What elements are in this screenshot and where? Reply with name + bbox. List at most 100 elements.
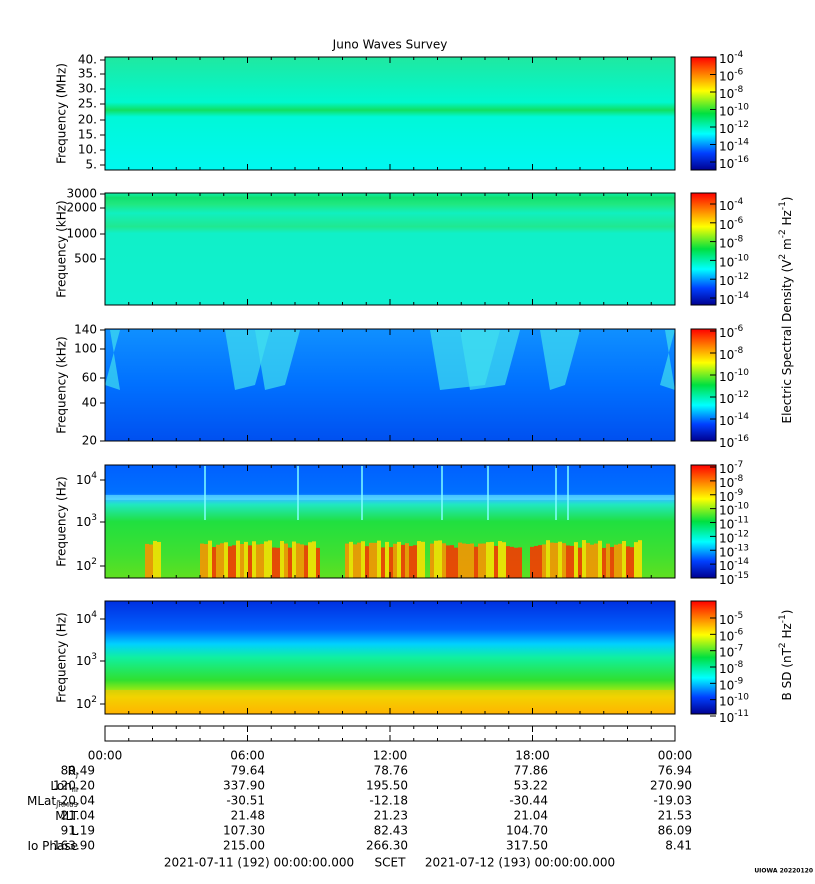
tick-exponent: -16 (734, 434, 749, 444)
colorbar-title: B SD (nT2 Hz-1) (778, 610, 794, 701)
y-tick-label: 20. (78, 113, 97, 127)
tick-exponent: -8 (734, 346, 743, 356)
y-axis-label: Frequency (kHz) (55, 336, 69, 433)
emission-patch (606, 543, 610, 578)
emission-patch (268, 540, 272, 578)
emission-patch (272, 547, 276, 578)
label-text: ) (780, 610, 794, 615)
emission-patch (430, 543, 434, 578)
tick-exponent: 4 (91, 471, 97, 481)
colorbar-tick-label: 10-8 (719, 85, 744, 101)
ephemeris-value: 104.70 (506, 824, 548, 838)
ephemeris-value: 21.04 (61, 809, 95, 823)
y-tick-label: 35. (78, 67, 97, 81)
tick-base: 10 (719, 370, 734, 384)
footer-label: SCET (375, 856, 407, 870)
emission-patch (626, 546, 630, 578)
colorbar-tick-label: 10-8 (719, 234, 744, 250)
tick-exponent: -14 (734, 291, 749, 301)
ephemeris-value: 107.30 (223, 824, 265, 838)
tick-base: 10 (719, 122, 734, 136)
emission-patch (373, 542, 377, 578)
emission-patch (490, 541, 494, 578)
colorbar-tick-label: 10-4 (719, 197, 744, 213)
emission-patch (381, 547, 385, 578)
tick-base: 10 (719, 489, 734, 503)
tick-exponent: 3 (91, 652, 97, 662)
tick-base: 10 (719, 462, 734, 476)
tick-exponent: -13 (734, 543, 749, 553)
colorbar-tick-label: 10-10 (719, 253, 749, 269)
tick-base: 10 (719, 545, 734, 559)
colorbar-tick-label: 10-10 (719, 102, 749, 118)
tick-base: 10 (719, 69, 734, 83)
emission-patch (482, 543, 486, 578)
colorbar-tick-label: 10-9 (719, 676, 744, 692)
colorbar-tick-label: 10-7 (719, 460, 743, 476)
emission-patch (365, 546, 369, 578)
emission-patch (349, 541, 353, 578)
tick-base: 10 (719, 236, 734, 250)
subscript: JRM09 (55, 801, 78, 809)
emission-patch (546, 540, 550, 578)
emission-patch (232, 545, 236, 578)
emission-patch (224, 542, 228, 578)
emission-patch (478, 543, 482, 578)
tick-exponent: 2 (91, 557, 97, 567)
tick-base: 10 (719, 293, 734, 307)
emission-patch (240, 543, 244, 578)
emission-patch (260, 543, 264, 578)
emission-patch (361, 541, 365, 578)
label-text: R (68, 764, 76, 778)
label-text: ) (780, 196, 794, 201)
y-tick-label: 40 (82, 396, 97, 410)
emission-patch (276, 547, 280, 578)
emission-patch (542, 544, 546, 578)
emission-patch (638, 540, 642, 578)
emission-patch (397, 541, 401, 578)
emission-patch (405, 543, 409, 578)
tick-exponent: -14 (734, 412, 749, 422)
emission-patch (460, 330, 520, 390)
time-tick-label: 12:00 (373, 749, 408, 763)
tick-base: 10 (719, 503, 734, 517)
tick-base: 10 (719, 559, 734, 573)
colorbar (690, 192, 717, 306)
emission-patch (304, 545, 308, 578)
colorbar (690, 464, 717, 579)
emission-patch (534, 545, 538, 578)
tick-exponent: -9 (734, 676, 743, 686)
emission-patch (409, 546, 413, 578)
y-tick-label: 103 (76, 513, 97, 529)
emission-patch (149, 544, 153, 578)
tick-base: 10 (719, 645, 734, 659)
colorbar-tick-label: 10-4 (719, 50, 744, 66)
emission-patch (618, 543, 622, 578)
emission-patch (450, 545, 454, 578)
emission-patch (582, 540, 586, 578)
time-tick-label: 06:00 (230, 749, 265, 763)
subscript: III (72, 786, 78, 794)
emission-patch (212, 547, 216, 578)
ephemeris-value: -30.44 (509, 794, 548, 808)
tick-exponent: -6 (734, 67, 743, 77)
tick-base: 10 (719, 348, 734, 362)
emission-patch (389, 547, 393, 578)
tick-base: 10 (76, 515, 91, 529)
tick-exponent: -6 (734, 215, 743, 225)
y-tick-label: 1000 (66, 227, 97, 241)
emission-patch (105, 330, 120, 390)
y-tick-label: 2000 (66, 201, 97, 215)
ephemeris-label: Io Phase (27, 839, 78, 853)
emission-patch (377, 540, 381, 578)
tick-exponent: -10 (734, 102, 749, 112)
tick-exponent: -7 (734, 643, 743, 653)
emission-patch (316, 547, 320, 578)
y-tick-label: 60 (82, 371, 97, 385)
emission-patch (345, 543, 349, 578)
emission-patch (308, 542, 312, 578)
emission-patch (413, 545, 417, 578)
emission-patch (264, 541, 268, 578)
tick-base: 10 (719, 711, 734, 725)
emission-patch (502, 542, 506, 578)
